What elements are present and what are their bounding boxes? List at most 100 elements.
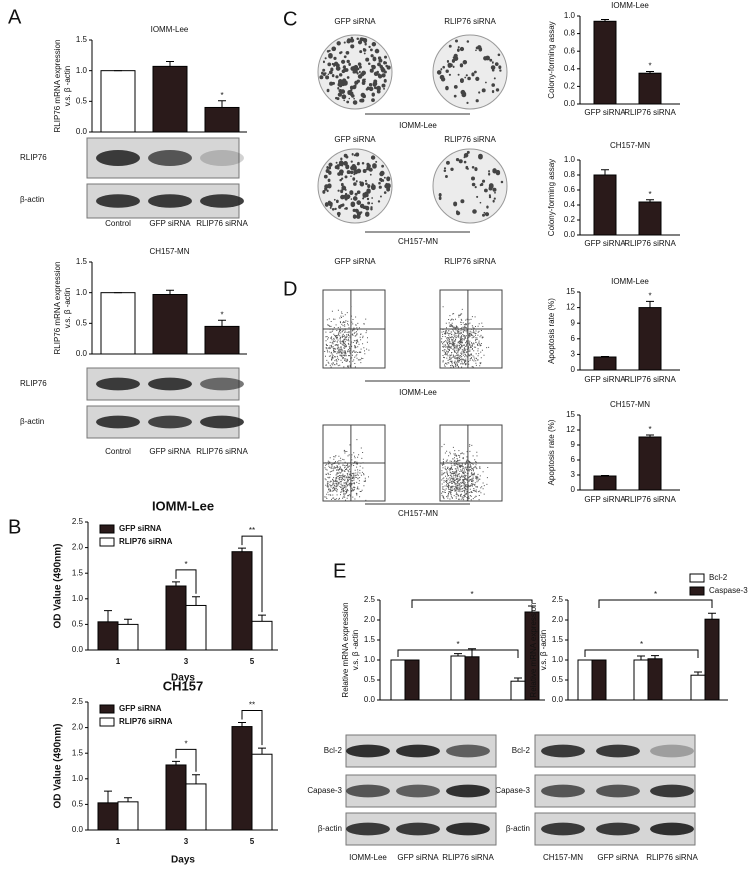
blot-band: [396, 784, 440, 798]
error-bar: [104, 610, 112, 622]
blot-band: [148, 194, 192, 208]
y-axis-label: Apoptosis rate (%): [547, 298, 556, 364]
y-tick-label: 0.5: [76, 318, 88, 327]
y-tick-label: 0.0: [76, 127, 88, 136]
y-tick-label: 0.6: [564, 185, 576, 194]
x-tick-label: 1: [116, 657, 121, 666]
blot-label: Bcl-2: [512, 746, 531, 755]
image-label: RLIP76 siRNA: [444, 135, 496, 144]
bar: [231, 551, 253, 651]
bar: [251, 620, 273, 651]
annotation: *: [470, 590, 473, 599]
legend-swatch: [99, 537, 115, 547]
y-axis-label: RLIP76 mRNA expression: [53, 262, 62, 355]
significance-bracket: [175, 748, 197, 772]
bar: [390, 659, 406, 701]
blot-label: β-actin: [506, 824, 530, 833]
x-tick-label: Control: [105, 219, 131, 228]
annotation: *: [648, 62, 651, 71]
annotation: *: [648, 425, 651, 434]
x-tick-label: 5: [250, 657, 255, 666]
blot-label: β-actin: [20, 195, 44, 204]
y-tick-label: 3: [571, 470, 576, 479]
bar: [638, 307, 662, 371]
x-tick-label: RLIP76 siRNA: [624, 239, 676, 248]
significance-bracket: [241, 709, 263, 746]
chart-title: IOMM-Lee: [151, 25, 189, 34]
y-tick-label: 1.5: [72, 568, 84, 577]
bar: [593, 20, 617, 105]
bar: [100, 292, 136, 355]
blot-band: [96, 415, 140, 429]
image-label: GFP siRNA: [334, 257, 376, 266]
annotation: *: [640, 640, 643, 649]
error-bar: [238, 547, 246, 552]
blot-band: [200, 377, 244, 391]
bar: [404, 659, 420, 701]
panel-letter: D: [283, 278, 297, 300]
x-tick-label: GFP siRNA: [397, 853, 439, 862]
error-bar: [601, 475, 609, 476]
error-bar: [646, 434, 654, 437]
error-bar: [192, 596, 200, 606]
y-tick-label: 1.5: [76, 257, 88, 266]
bar: [704, 618, 720, 701]
x-tick-label: GFP siRNA: [584, 375, 626, 384]
annotation: *: [648, 291, 651, 300]
error-bar: [601, 169, 609, 175]
bar: [464, 656, 480, 701]
y-tick-label: 2.5: [72, 697, 84, 706]
error-bar: [166, 60, 174, 67]
blot-label: RLIP76: [20, 153, 47, 162]
blot-band: [200, 150, 244, 166]
chart-title: IOMM-Lee: [152, 498, 214, 513]
bar: [97, 621, 119, 651]
blot-band: [200, 415, 244, 429]
y-tick-label: 0.0: [76, 349, 88, 358]
chart-title: IOMM-Lee: [611, 277, 649, 286]
annotation: *: [456, 640, 459, 649]
y-tick-label: 0.0: [564, 99, 576, 108]
blot-band: [396, 822, 440, 836]
y-tick-label: 12: [566, 303, 575, 312]
significance-bracket: [598, 599, 713, 608]
error-bar: [601, 19, 609, 22]
annotation: *: [220, 310, 223, 319]
x-tick-label: 5: [250, 837, 255, 846]
y-tick-label: 0.4: [564, 200, 576, 209]
y-tick-label: 1.0: [72, 594, 84, 603]
flow-events: [324, 439, 369, 501]
image-caption: CH157-MN: [398, 509, 438, 518]
blot-label: RLIP76: [20, 379, 47, 388]
y-axis-label: OD Value (490nm): [53, 723, 64, 808]
panel-letter: A: [8, 6, 22, 28]
x-tick-label: GFP siRNA: [584, 495, 626, 504]
chart-title: CH157-MN: [149, 247, 189, 256]
flow-events: [441, 306, 490, 368]
y-tick-label: 12: [566, 425, 575, 434]
significance-bracket: [584, 649, 699, 658]
y-tick-label: 0.0: [364, 695, 376, 704]
y-tick-label: 0.8: [564, 170, 576, 179]
error-bar: [172, 581, 180, 586]
y-tick-label: 1.5: [552, 635, 564, 644]
x-tick-label: 3: [184, 837, 189, 846]
error-bar: [708, 612, 716, 620]
y-tick-label: 15: [566, 410, 575, 419]
y-tick-label: 0.5: [364, 675, 376, 684]
y-tick-label: 0.5: [552, 675, 564, 684]
blot-band: [541, 744, 585, 758]
error-bar: [454, 653, 462, 656]
legend-label: GFP siRNA: [119, 704, 162, 713]
y-tick-label: 2.5: [72, 517, 84, 526]
x-tick-label: IOMM-Lee: [349, 853, 387, 862]
bar: [633, 659, 649, 701]
y-tick-label: 0.0: [72, 825, 84, 834]
error-bar: [694, 671, 702, 676]
annotation: *: [654, 590, 657, 599]
legend-swatch: [689, 586, 705, 596]
y-tick-label: 2.5: [552, 595, 564, 604]
y-tick-label: 0.5: [76, 96, 88, 105]
flow-events: [324, 306, 370, 368]
blot-label: β-actin: [20, 417, 44, 426]
